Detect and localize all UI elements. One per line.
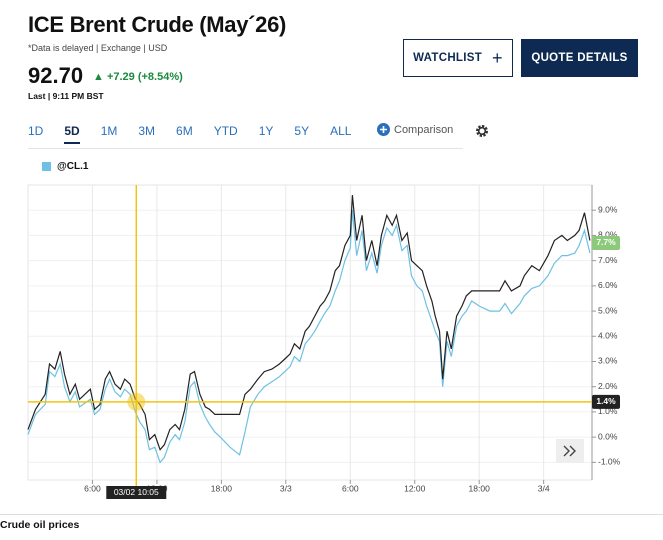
caption: Crude oil prices	[0, 519, 80, 531]
up-arrow: ▲	[93, 71, 107, 83]
legend-swatch	[42, 162, 51, 171]
range-tab[interactable]: 1M	[100, 124, 118, 138]
x-tick-label: 18:00	[469, 483, 491, 493]
quote-details-button[interactable]: QUOTE DETAILS	[521, 39, 638, 77]
y-tick-label: 4.0%	[598, 331, 618, 341]
plot-frame	[27, 184, 593, 481]
x-tick-label: 6:00	[342, 483, 359, 493]
range-tab[interactable]: 1Y	[258, 124, 274, 138]
comparison-label: Comparison	[394, 123, 454, 136]
watchlist-label: WATCHLIST	[413, 52, 483, 64]
comparison-button[interactable]: Comparison	[377, 123, 453, 136]
y-tick-label: 2.0%	[598, 381, 618, 391]
plus-circle	[377, 123, 390, 136]
divider	[0, 514, 663, 515]
scroll-arrows	[563, 445, 576, 457]
last-value-badge	[592, 235, 620, 250]
crosshair-dot	[127, 392, 146, 411]
last-time: Last | 9:11 PM BST	[28, 91, 104, 101]
range-tab[interactable]: 5D	[64, 124, 80, 144]
legend: @CL.1	[42, 161, 88, 172]
separator	[28, 148, 463, 149]
y-tick-label: 0.0%	[598, 431, 618, 441]
range-tab[interactable]: ALL	[330, 124, 352, 138]
x-tick-label: 3/4	[538, 483, 550, 493]
scroll-button[interactable]	[556, 439, 584, 463]
settings-icon[interactable]	[475, 124, 489, 138]
plus-icon: +	[492, 47, 503, 68]
last-value-label: 7.7%	[596, 237, 616, 247]
y-tick-label: -1.0%	[598, 457, 621, 467]
chart: -1.0% 0.0% 1.0% 2.0% 3.0% 4.0% 5.0% 6.0% 7.0% 8.0…	[27, 184, 621, 499]
range-tab[interactable]: YTD	[213, 124, 238, 138]
crosshair-y-badge	[592, 394, 620, 409]
y-tick-label: 5.0%	[598, 305, 618, 315]
title: ICE Brent Crude (May´26)	[28, 12, 287, 37]
range-tab[interactable]: 6M	[176, 124, 193, 138]
crosshair-x-badge	[106, 486, 167, 499]
y-tick-label: 3.0%	[598, 356, 618, 366]
y-tick-label: 6.0%	[598, 280, 618, 290]
scroll-button-bg	[556, 439, 584, 463]
subtitle: *Data is delayed | Exchange | USD	[28, 43, 168, 53]
series-line	[27, 195, 591, 451]
legend-label: @CL.1	[57, 161, 89, 172]
range-tab[interactable]: 1D	[28, 124, 44, 138]
x-tick-label: 6:00	[84, 483, 101, 493]
range-tabs: 1D 5D 1M 3M 6M YTD 1Y 5Y ALL	[28, 124, 372, 144]
crosshair-x-label: 03/02 10:05	[114, 487, 159, 497]
y-tick-label: 1.0%	[598, 406, 618, 416]
change: ▲ +7.29 (+8.54%)	[93, 71, 183, 83]
change-text: +7.29 (+8.54%)	[106, 71, 183, 83]
y-tick-label: 7.0%	[598, 255, 618, 265]
range-tab[interactable]: 3M	[138, 124, 156, 138]
crosshair-y-label: 1.4%	[596, 396, 616, 406]
y-tick-label: 8.0%	[598, 230, 618, 240]
x-tick-label: 12:00	[404, 483, 426, 493]
watchlist-button[interactable]: WATCHLIST +	[403, 39, 513, 77]
x-tick-label: 18:00	[211, 483, 233, 493]
range-tab[interactable]: 5Y	[294, 124, 310, 138]
x-tick-label: 3/3	[280, 483, 292, 493]
price: 92.70	[28, 63, 84, 88]
series-line	[27, 210, 591, 464]
y-tick-label: 9.0%	[598, 204, 618, 214]
